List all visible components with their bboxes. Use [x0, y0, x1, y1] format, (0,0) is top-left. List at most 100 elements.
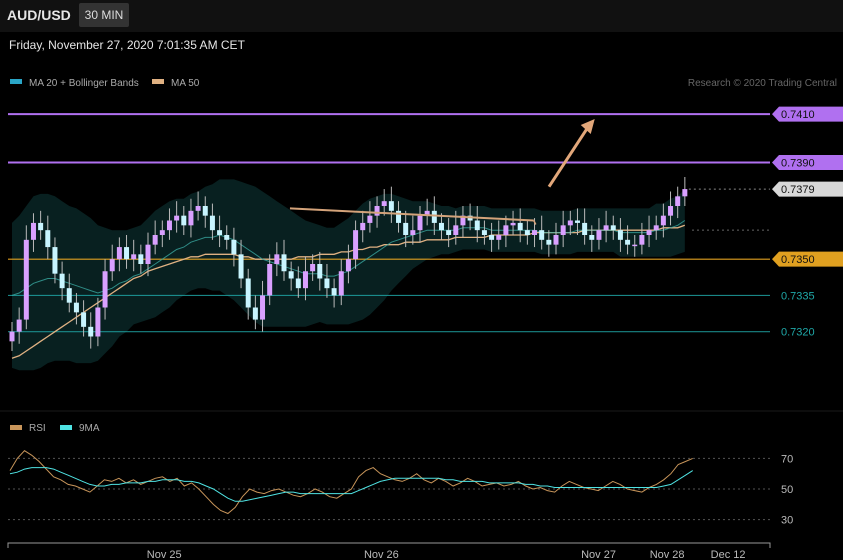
legend-label-1: MA 50	[171, 78, 200, 89]
candle-93	[675, 186, 681, 219]
candle-67	[489, 222, 495, 252]
candle-69	[503, 215, 509, 248]
candle-42	[310, 254, 316, 281]
rsi-tick-50: 50	[781, 484, 793, 496]
candle-82	[596, 218, 602, 250]
candle-17	[131, 239, 137, 272]
candle-body-72	[524, 230, 530, 235]
candle-92	[668, 191, 674, 226]
rsi-tick-70: 70	[781, 453, 793, 465]
candle-body-65	[474, 220, 480, 231]
candle-54	[396, 201, 402, 233]
candle-body-24	[181, 215, 187, 226]
candle-body-9	[73, 302, 79, 313]
candle-body-10	[81, 312, 87, 327]
candle-24	[181, 206, 187, 235]
rsi-legend: RSI 9MA	[10, 423, 100, 434]
candle-87	[632, 235, 638, 257]
candle-body-47	[345, 259, 351, 272]
candle-body-32	[238, 254, 244, 279]
candle-body-42	[310, 264, 316, 272]
candle-body-14	[109, 259, 115, 272]
candle-body-21	[159, 230, 165, 235]
level-label-0.7335: 0.7335	[781, 290, 815, 302]
candle-34	[252, 295, 258, 330]
candle-body-74	[539, 230, 545, 240]
candle-body-89	[646, 230, 652, 235]
candle-body-67	[489, 235, 495, 240]
x-axis-line	[7, 542, 771, 548]
candle-body-38	[281, 254, 287, 272]
rsi-legend-label-1: 9MA	[79, 423, 100, 434]
candle-body-7	[59, 273, 65, 289]
level-labels-layer: 0.7410 0.7390 0.7379 0.7350 0.7335 0.7320	[772, 106, 843, 339]
candle-body-94	[682, 189, 688, 197]
candle-88	[639, 222, 645, 255]
candle-body-70	[510, 222, 516, 226]
candle-63	[460, 206, 466, 238]
candle-body-2	[23, 239, 29, 320]
candle-78	[567, 210, 573, 235]
candle-36	[267, 254, 273, 306]
trendline-tick	[533, 220, 537, 225]
candle-body-45	[331, 288, 337, 296]
candle-47	[345, 244, 351, 284]
candle-60	[438, 213, 444, 240]
candle-0	[9, 322, 15, 351]
candle-56	[410, 215, 416, 245]
candle-40	[295, 266, 301, 298]
copyright-label: Research © 2020 Trading Central	[688, 78, 837, 89]
annotation-layer	[289, 119, 595, 225]
candle-18	[138, 244, 144, 274]
candle-body-56	[410, 230, 416, 235]
candle-89	[646, 215, 652, 248]
candle-66	[481, 220, 487, 245]
candle-50	[367, 201, 373, 233]
candle-43	[317, 251, 323, 291]
candle-5	[45, 215, 51, 260]
candle-91	[660, 203, 666, 238]
candle-body-91	[660, 215, 666, 226]
candle-21	[159, 220, 165, 248]
candle-85	[617, 218, 623, 252]
candle-3	[30, 213, 36, 252]
candle-body-35	[260, 295, 266, 320]
candle-74	[539, 215, 545, 250]
candle-6	[52, 237, 58, 284]
candle-body-22	[166, 220, 172, 231]
candle-52	[381, 189, 387, 216]
candle-body-1	[16, 319, 22, 332]
candle-body-84	[610, 225, 616, 231]
candle-body-52	[381, 201, 387, 206]
candle-19	[145, 232, 151, 277]
candle-23	[174, 201, 180, 233]
candle-body-19	[145, 244, 151, 264]
rsi-ma9-line	[9, 467, 693, 502]
candle-31	[231, 227, 237, 267]
target-arrow-head	[580, 119, 595, 134]
candle-30	[224, 225, 230, 250]
candle-body-15	[116, 247, 122, 260]
candle-35	[260, 280, 266, 332]
candle-body-87	[632, 244, 638, 247]
rsi-legend-swatch-0	[10, 425, 22, 430]
candle-body-77	[560, 225, 566, 235]
candle-body-80	[582, 222, 588, 235]
candle-11	[88, 312, 94, 349]
candle-body-8	[66, 288, 72, 303]
interval-button[interactable]: 30 MIN	[79, 3, 129, 27]
candle-68	[496, 220, 502, 250]
candle-2	[23, 225, 29, 330]
candle-38	[281, 239, 287, 281]
legend-swatch-1	[152, 79, 164, 84]
candle-94	[682, 177, 688, 206]
candle-body-30	[224, 235, 230, 240]
candle-79	[574, 208, 580, 235]
candle-57	[417, 206, 423, 243]
candle-71	[517, 208, 523, 243]
candle-body-29	[217, 230, 223, 235]
candle-83	[603, 210, 609, 243]
candle-45	[331, 278, 337, 308]
candle-body-37	[274, 254, 280, 264]
